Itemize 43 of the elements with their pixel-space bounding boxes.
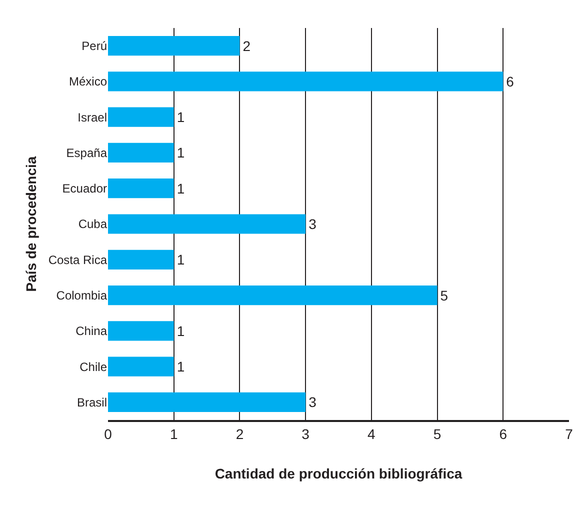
x-tick-label: 7 — [565, 426, 574, 442]
x-tick-label: 1 — [170, 426, 178, 442]
data-label: 1 — [176, 180, 185, 196]
y-tick-label: Colombia — [56, 288, 108, 302]
data-label: 1 — [176, 109, 185, 126]
data-label: 3 — [308, 394, 317, 410]
data-label: 1 — [176, 144, 185, 161]
bar — [108, 356, 174, 376]
x-tick-label: 2 — [236, 426, 244, 442]
x-tick-label: 6 — [499, 426, 508, 442]
data-label: 1 — [176, 322, 185, 339]
bar — [108, 214, 306, 234]
y-tick-label: Perú — [82, 39, 107, 54]
data-label: 1 — [176, 252, 185, 268]
y-tick-label: Cuba — [78, 217, 108, 232]
x-tick-label: 3 — [302, 426, 310, 442]
bar — [108, 107, 174, 127]
data-label: 5 — [440, 287, 448, 304]
y-tick-label: México — [68, 74, 108, 89]
bar — [108, 250, 174, 270]
bar — [108, 392, 306, 412]
data-label: 1 — [176, 358, 185, 375]
y-tick-label: España — [66, 146, 108, 160]
y-tick-label: China — [76, 324, 108, 338]
bar — [108, 321, 174, 341]
bar — [108, 285, 438, 306]
bar — [108, 72, 504, 92]
y-tick-label: Chile — [80, 360, 108, 374]
bar — [108, 178, 174, 198]
bar — [108, 142, 174, 163]
y-tick-label: Costa Rica — [48, 252, 108, 267]
y-tick-label: Brasil — [76, 395, 107, 410]
x-tick-label: 0 — [104, 426, 112, 442]
data-label: 3 — [308, 216, 317, 232]
y-tick-label: Ecuador — [62, 182, 107, 196]
x-axis-title: Cantidad de producción bibliográfica — [214, 466, 462, 482]
bar — [108, 36, 240, 56]
data-label: 6 — [506, 73, 514, 90]
data-label: 2 — [242, 38, 251, 54]
y-tick-label: Israel — [78, 110, 107, 124]
x-tick-label: 5 — [433, 426, 442, 442]
x-tick-label: 4 — [368, 426, 376, 442]
y-axis-title: País de procedencia — [22, 156, 39, 292]
